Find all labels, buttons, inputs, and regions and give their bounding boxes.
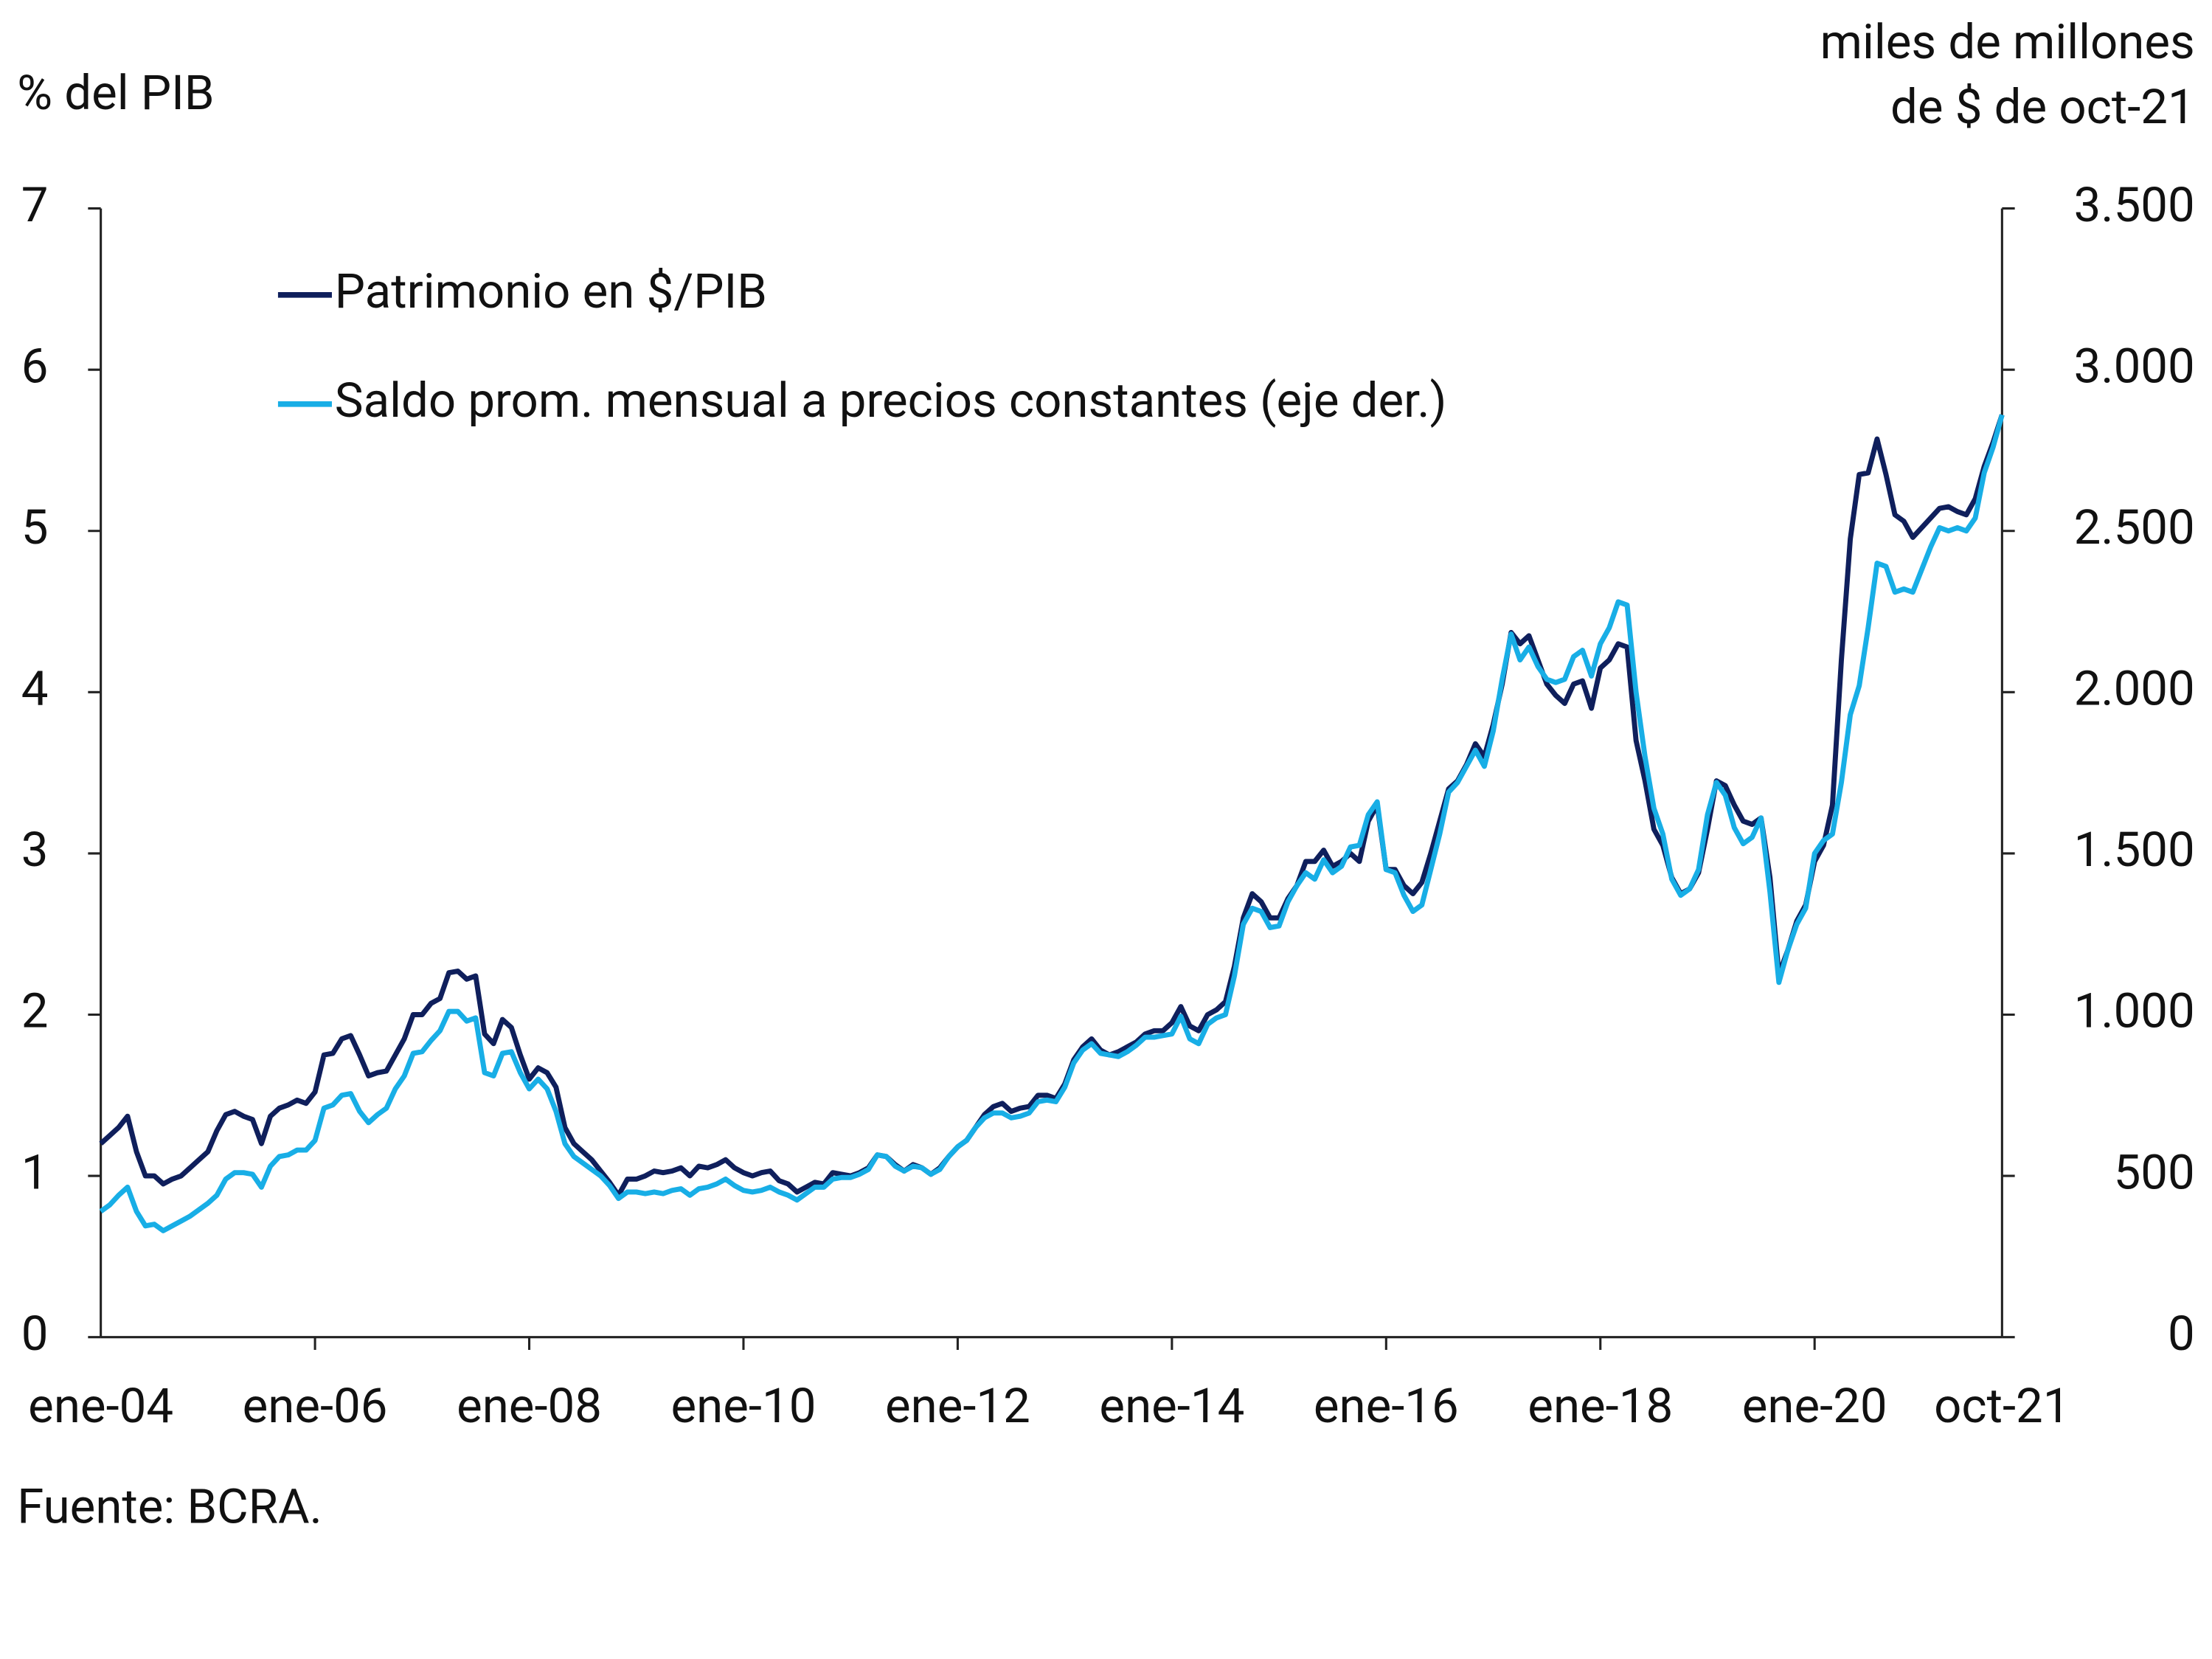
y2-axis-title: de $ de oct-21 [1890, 78, 2195, 135]
y2-tick-label: 1.000 [2074, 983, 2195, 1039]
y-tick-label: 4 [21, 660, 49, 717]
legend-label: Patrimonio en $/PIB [335, 263, 767, 319]
source-note: Fuente: BCRA. [17, 1478, 322, 1534]
y-tick-label: 7 [21, 176, 49, 233]
y-tick-label: 1 [21, 1143, 49, 1200]
y2-tick-label: 1.500 [2074, 821, 2195, 878]
x-tick-label: ene-04 [28, 1377, 173, 1434]
x-tick-label: ene-14 [1099, 1377, 1244, 1434]
x-tick-label: ene-12 [885, 1377, 1030, 1434]
x-tick-label: oct-21 [1934, 1377, 2070, 1434]
y-tick-label: 2 [21, 983, 49, 1039]
y-tick-label: 6 [21, 337, 49, 394]
x-tick-label: ene-08 [457, 1377, 602, 1434]
x-tick-label: ene-18 [1528, 1377, 1673, 1434]
x-tick-label: ene-06 [243, 1377, 388, 1434]
y2-tick-label: 2.000 [2074, 660, 2195, 717]
y2-tick-label: 0 [2168, 1305, 2195, 1362]
y-axis-title: % del PIB [17, 64, 214, 121]
y2-axis-title: miles de millones [1820, 13, 2195, 70]
x-tick-label: ene-10 [671, 1377, 817, 1434]
x-tick-label: ene-20 [1742, 1377, 1887, 1434]
y2-tick-label: 500 [2114, 1143, 2195, 1200]
series-line [99, 414, 2005, 1198]
y2-tick-label: 3.500 [2074, 176, 2195, 233]
y-tick-label: 5 [21, 499, 49, 555]
y2-tick-label: 3.000 [2074, 337, 2195, 394]
y-tick-label: 0 [21, 1305, 49, 1362]
series-line [99, 414, 2005, 1233]
y2-tick-label: 2.500 [2074, 499, 2195, 555]
y-tick-label: 3 [21, 821, 49, 878]
x-tick-label: ene-16 [1314, 1377, 1459, 1434]
legend-label: Saldo prom. mensual a precios constantes… [335, 372, 1447, 429]
